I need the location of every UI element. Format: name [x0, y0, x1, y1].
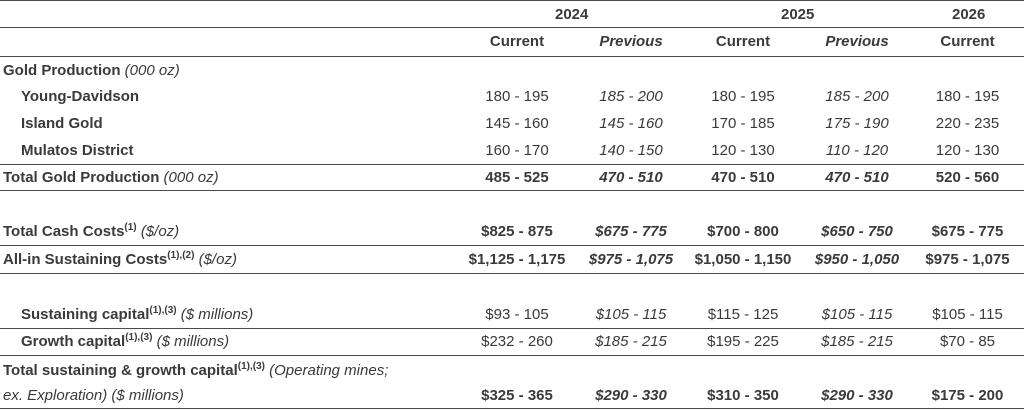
cell-value: $195 - 225 [707, 333, 779, 350]
year-2025-header: 2025 [781, 6, 815, 23]
cell-value: 120 - 130 [935, 142, 1000, 159]
cell-value: $290 - 330 [821, 387, 893, 404]
cell-value: $105 - 115 [595, 306, 667, 323]
cell-value: 145 - 160 [599, 115, 663, 132]
cell-value: 110 - 120 [825, 142, 889, 159]
cell-value: $1,050 - 1,150 [694, 251, 792, 268]
row-label: Island Gold [21, 115, 103, 132]
cell-value: $675 - 775 [931, 223, 1004, 240]
row-divider [0, 164, 1024, 165]
bottom-border [0, 408, 1024, 409]
cell-value: $175 - 200 [931, 387, 1004, 404]
cell-value: 485 - 525 [485, 169, 549, 186]
subheader-2024-previous: Previous [599, 33, 663, 50]
cell-value: $650 - 750 [821, 223, 893, 240]
cell-value: $115 - 125 [707, 306, 779, 323]
cell-value: $975 - 1,075 [588, 251, 674, 268]
cell-value: 120 - 130 [711, 142, 775, 159]
header-divider [0, 27, 1024, 28]
year-2026-header: 2026 [952, 6, 986, 23]
row-label: Sustaining capital(1),(3) ($ millions) [21, 305, 254, 324]
subheader-2025-previous: Previous [825, 33, 889, 50]
cell-value: $105 - 115 [932, 306, 1003, 323]
cell-value: 185 - 200 [825, 88, 889, 105]
cell-value: $310 - 350 [707, 387, 779, 404]
cell-value: 145 - 160 [485, 115, 549, 132]
cell-value: 220 - 235 [935, 115, 1000, 132]
cell-value: $700 - 800 [707, 223, 779, 240]
cell-value: 470 - 510 [825, 169, 889, 186]
cell-value: $1,125 - 1,175 [468, 251, 566, 268]
row-divider [0, 190, 1024, 191]
row-divider [0, 355, 1024, 356]
row-label: Mulatos District [21, 142, 134, 159]
row-label: Total Cash Costs(1) ($/oz) [3, 222, 180, 241]
row-label: Total Gold Production (000 oz) [3, 169, 219, 186]
cell-value: $185 - 215 [821, 333, 893, 350]
row-label-continued: ex. Exploration) ($ millions) [3, 387, 184, 404]
cell-value: $975 - 1,075 [925, 251, 1010, 268]
cell-value: $93 - 105 [485, 306, 549, 323]
row-label: Growth capital(1),(3) ($ millions) [21, 332, 230, 351]
cell-value: 180 - 195 [935, 88, 1000, 105]
row-divider [0, 273, 1024, 274]
top-border [0, 0, 1024, 1]
cell-value: $950 - 1,050 [814, 251, 900, 268]
row-label: Young-Davidson [21, 88, 140, 105]
row-divider [0, 245, 1024, 246]
cell-value: $185 - 215 [595, 333, 667, 350]
cell-value: 175 - 190 [825, 115, 889, 132]
subheader-divider [0, 56, 1024, 57]
year-2024-header: 2024 [555, 6, 589, 23]
cell-value: $290 - 330 [595, 387, 667, 404]
cell-value: 470 - 510 [711, 169, 775, 186]
cell-value: 160 - 170 [485, 142, 549, 159]
row-label: Gold Production (000 oz) [3, 62, 180, 79]
cell-value: $232 - 260 [481, 333, 553, 350]
row-label: All-in Sustaining Costs(1),(2) ($/oz) [3, 250, 237, 269]
cell-value: 180 - 195 [711, 88, 775, 105]
cell-value: $825 - 875 [481, 223, 553, 240]
cell-value: $70 - 85 [939, 333, 996, 350]
cell-value: 470 - 510 [599, 169, 663, 186]
cell-value: $675 - 775 [595, 223, 667, 240]
cell-value: 185 - 200 [599, 88, 663, 105]
cell-value: 170 - 185 [711, 115, 775, 132]
row-divider [0, 328, 1024, 329]
cell-value: $325 - 365 [481, 387, 553, 404]
cell-value: $105 - 115 [821, 306, 893, 323]
cell-value: 140 - 150 [599, 142, 663, 159]
cell-value: 520 - 560 [935, 169, 1000, 186]
cell-value: 180 - 195 [485, 88, 549, 105]
row-label: Total sustaining & growth capital(1),(3)… [3, 361, 389, 380]
subheader-2026-current: Current [940, 33, 995, 50]
subheader-2025-current: Current [715, 33, 771, 50]
subheader-2024-current: Current [489, 33, 545, 50]
